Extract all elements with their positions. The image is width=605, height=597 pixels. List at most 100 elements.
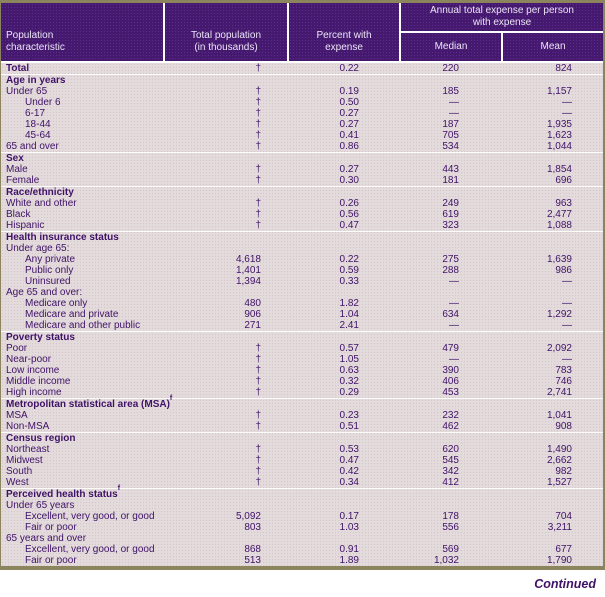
table-section: Perceived health statusf Under 65 years Ex… [1, 485, 603, 566]
cell-mean: 1,088 [546, 220, 572, 231]
cell-median: 288 [442, 265, 459, 276]
column-header-mean: Mean [501, 33, 603, 61]
cell-total-population: † [255, 466, 261, 477]
cell-percent-with-expense: 1.03 [339, 522, 359, 533]
cell-mean: 783 [555, 365, 572, 376]
cell-mean: 2,092 [546, 343, 572, 354]
table-row: MSA † 0.23 232 1,041 [1, 410, 603, 421]
cell-mean: 1,527 [546, 477, 572, 488]
row-label: Metropolitan statistical area (MSA)f [6, 394, 173, 410]
cell-mean: 2,477 [546, 209, 572, 220]
cell-percent-with-expense: 0.57 [339, 343, 359, 354]
row-label: Excellent, very good, or good [25, 511, 155, 522]
cell-total-population: † [255, 119, 261, 130]
table-header: Population characteristic Total populati… [1, 3, 603, 63]
cell-median: 185 [442, 86, 459, 97]
cell-median: 534 [442, 141, 459, 152]
table-section: Race/ethnicity White and other † 0.26 249 963… [1, 186, 603, 231]
cell-total-population: † [255, 175, 261, 186]
cell-total-population: 271 [244, 320, 261, 331]
cell-total-population: † [255, 444, 261, 455]
table-row: Medicare and private 906 1.04 634 1,292 [1, 309, 603, 320]
row-label: Low income [6, 365, 60, 376]
table-row: 65 years and over [1, 533, 603, 544]
cell-percent-with-expense: 0.27 [339, 164, 359, 175]
cell-mean: — [562, 276, 572, 287]
cell-mean: — [562, 354, 572, 365]
cell-percent-with-expense: 0.29 [339, 387, 359, 398]
cell-median: 619 [442, 209, 459, 220]
cell-total-population: 803 [244, 522, 261, 533]
row-label: White and other [6, 198, 77, 209]
cell-mean: — [562, 298, 572, 309]
cell-mean: 1,157 [546, 86, 572, 97]
row-label: Public only [25, 265, 74, 276]
cell-median: 406 [442, 376, 459, 387]
cell-mean: — [562, 97, 572, 108]
cell-total-population: † [255, 198, 261, 209]
cell-mean: 704 [555, 511, 572, 522]
cell-median: 453 [442, 387, 459, 398]
cell-percent-with-expense: 0.34 [339, 477, 359, 488]
row-label: Fair or poor [25, 555, 77, 566]
cell-percent-with-expense: 0.47 [339, 455, 359, 466]
cell-total-population: † [255, 365, 261, 376]
table-row: Fair or poor 803 1.03 556 3,211 [1, 522, 603, 533]
table-body: Total † 0.22 220 824 Age in years Under 65 † 0.1… [1, 63, 603, 566]
cell-mean: 1,639 [546, 254, 572, 265]
cell-percent-with-expense: 0.27 [339, 108, 359, 119]
cell-mean: 1,292 [546, 309, 572, 320]
cell-mean: 677 [555, 544, 572, 555]
cell-mean: 1,044 [546, 141, 572, 152]
cell-median: 249 [442, 198, 459, 209]
column-header-median: Median [399, 33, 501, 61]
cell-median: 220 [442, 63, 459, 74]
table-row: Near-poor † 1.05 — — [1, 354, 603, 365]
cell-mean: 908 [555, 421, 572, 432]
row-label: Non-MSA [6, 421, 50, 432]
cell-percent-with-expense: 0.53 [339, 444, 359, 455]
row-label: Under 65 years [6, 500, 75, 511]
cell-total-population: 868 [244, 544, 261, 555]
cell-median: — [449, 298, 459, 309]
cell-total-population: 5,092 [235, 511, 261, 522]
row-label: Census region [6, 433, 76, 444]
row-label: Health insurance status [6, 232, 119, 243]
cell-percent-with-expense: 1.89 [339, 555, 359, 566]
cell-percent-with-expense: 0.19 [339, 86, 359, 97]
table-section: Census region Northeast † 0.53 620 1,490 Midwe… [1, 432, 603, 488]
cell-median: 705 [442, 130, 459, 141]
row-label: Age in years [6, 75, 66, 86]
cell-percent-with-expense: 0.17 [339, 511, 359, 522]
table-row: Perceived health statusf [1, 485, 603, 500]
row-label: Age 65 and over: [6, 287, 83, 298]
cell-median: 178 [442, 511, 459, 522]
cell-percent-with-expense: 0.30 [339, 175, 359, 186]
cell-percent-with-expense: 1.82 [339, 298, 359, 309]
table-row: 18-44 † 0.27 187 1,935 [1, 119, 603, 130]
row-label: Excellent, very good, or good [25, 544, 155, 555]
table-row: High income † 0.29 453 2,741 [1, 387, 603, 398]
cell-total-population: 1,394 [235, 276, 261, 287]
cell-total-population: † [255, 343, 261, 354]
row-label: Any private [25, 254, 76, 265]
table-row: Age in years [1, 75, 603, 86]
cell-median: 569 [442, 544, 459, 555]
table-row: Metropolitan statistical area (MSA)f [1, 394, 603, 410]
cell-total-population: † [255, 354, 261, 365]
cell-median: 390 [442, 365, 459, 376]
cell-percent-with-expense: 0.22 [339, 63, 359, 74]
cell-mean: 1,041 [546, 410, 572, 421]
row-label: Black [6, 209, 31, 220]
table-row: Excellent, very good, or good 868 0.91 569 6… [1, 544, 603, 555]
cell-total-population: † [255, 97, 261, 108]
cell-mean: 1,790 [546, 555, 572, 566]
cell-percent-with-expense: 0.86 [339, 141, 359, 152]
table-row: Northeast † 0.53 620 1,490 [1, 444, 603, 455]
table-row: Low income † 0.63 390 783 [1, 365, 603, 376]
table-row: Hispanic † 0.47 323 1,088 [1, 220, 603, 231]
cell-median: — [449, 320, 459, 331]
cell-percent-with-expense: 0.47 [339, 220, 359, 231]
cell-percent-with-expense: 0.32 [339, 376, 359, 387]
row-label: Poor [6, 343, 28, 354]
